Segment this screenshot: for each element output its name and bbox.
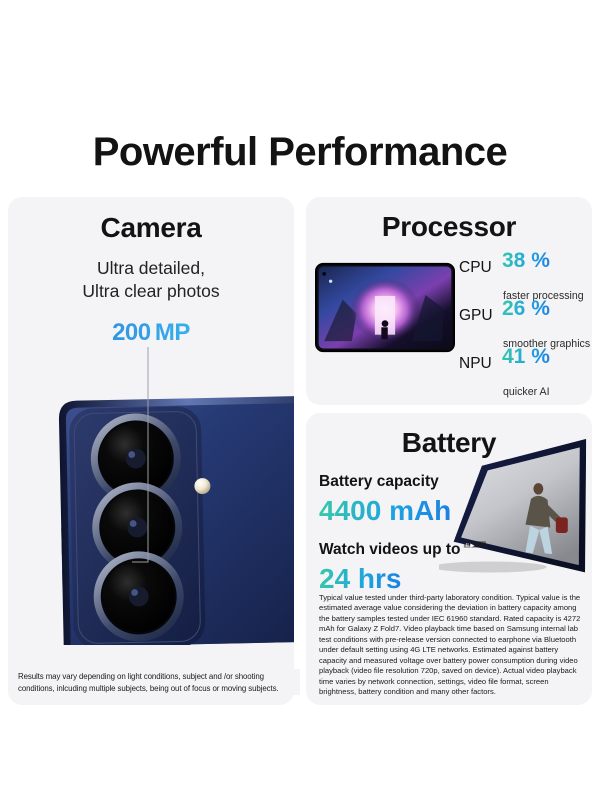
svg-text:II ▶: II ▶	[466, 543, 476, 549]
